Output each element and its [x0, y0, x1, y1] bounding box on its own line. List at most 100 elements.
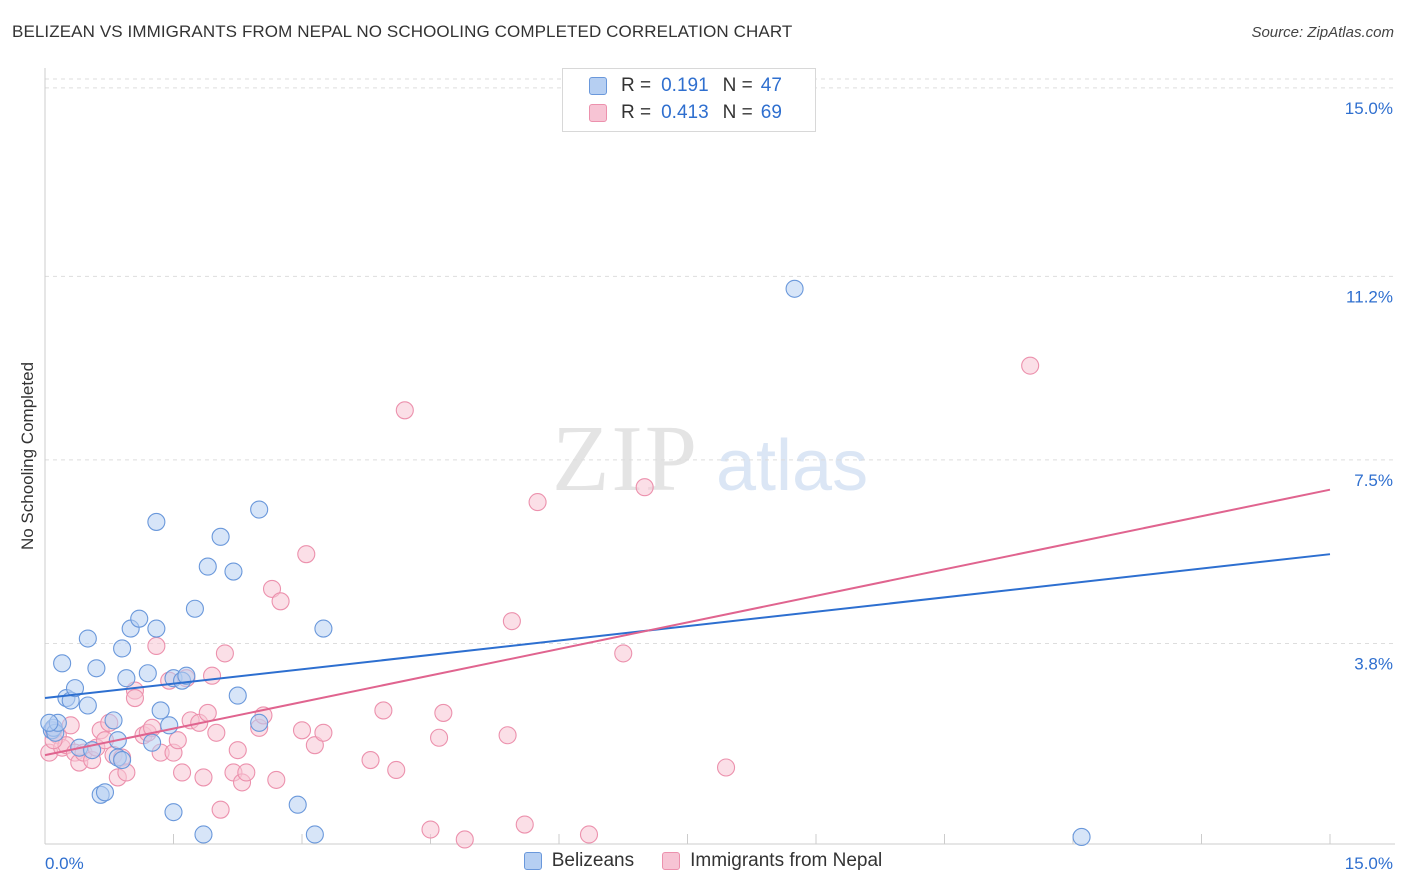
nepal-point [207, 723, 226, 742]
watermark-atlas: atlas [716, 426, 868, 506]
belizean-point [1072, 827, 1091, 847]
belizean-point [211, 527, 230, 546]
r-label: R = [621, 102, 652, 123]
belizean-point [250, 500, 269, 519]
nepal-trend-line [44, 488, 1331, 757]
legend-label: Belizeans [551, 850, 635, 871]
legend-row-nepal: R = 0.413 N = 69 [589, 100, 796, 126]
y-tick-label: 15.0% [1345, 99, 1393, 118]
belizean-point [314, 619, 333, 638]
nepal-point [267, 770, 286, 789]
n-label: N = [722, 102, 753, 123]
belizean-point [113, 751, 132, 770]
nepal-point [314, 723, 333, 742]
tick-labels: 3.8% 7.5% 11.2% 15.0% 0.0% 15.0% [45, 99, 1393, 873]
belizean-point [177, 666, 196, 685]
n-label: N = [722, 75, 753, 96]
legend-item-nepal[interactable]: Immigrants from Nepal [662, 850, 882, 872]
belizean-point [130, 609, 149, 628]
nepal-point [498, 726, 517, 745]
y-tick-label: 3.8% [1354, 654, 1393, 673]
belizean-point [785, 279, 804, 298]
nepal-point [430, 728, 449, 747]
belizean-point [78, 696, 97, 715]
data-points [40, 279, 1091, 849]
nepal-point [434, 703, 453, 722]
belizean-point [53, 654, 72, 673]
blue-swatch-icon [523, 852, 542, 870]
stats-legend: R = 0.191 N = 47 R = 0.413 N = 69 [562, 68, 816, 132]
x-tick-label: 0.0% [45, 854, 84, 873]
r-label: R = [621, 75, 652, 96]
nepal-point [374, 701, 393, 720]
nepal-point [502, 612, 521, 631]
nepal-point [228, 741, 247, 760]
nepal-point [614, 644, 633, 663]
nepal-point [215, 644, 234, 663]
belizean-point [164, 803, 183, 822]
nepal-point [361, 751, 380, 770]
n-value: 69 [760, 102, 782, 123]
nepal-point [421, 820, 440, 839]
belizean-point [104, 711, 123, 730]
nepal-point [173, 763, 192, 782]
pink-swatch-icon [662, 852, 681, 870]
nepal-point [237, 763, 256, 782]
nepal-point [387, 760, 406, 780]
belizean-point [138, 664, 157, 683]
belizean-point [40, 713, 59, 732]
n-value: 47 [760, 75, 782, 96]
belizean-point [151, 701, 170, 720]
y-tick-label: 11.2% [1346, 287, 1393, 306]
belizean-point [250, 713, 269, 732]
belizean-point [113, 639, 132, 658]
nepal-point [395, 401, 414, 420]
belizean-point [143, 733, 162, 752]
series-legend: Belizeans Immigrants from Nepal [0, 850, 1406, 872]
belizean-point [78, 629, 97, 648]
nepal-point [147, 636, 166, 656]
gridlines [45, 78, 1395, 644]
blue-swatch-icon [589, 77, 607, 95]
belizean-point [228, 686, 247, 705]
pink-swatch-icon [589, 104, 607, 122]
belizean-trend-line [44, 553, 1331, 700]
source-label: Source: ZipAtlas.com [1251, 24, 1394, 41]
watermark-zip: ZIP [552, 407, 699, 511]
nepal-point [515, 815, 534, 834]
y-tick-label: 7.5% [1354, 471, 1393, 490]
nepal-point [271, 592, 290, 611]
nepal-point [455, 830, 474, 849]
nepal-point [716, 758, 736, 777]
r-value: 0.191 [661, 75, 709, 96]
chart-title: BELIZEAN VS IMMIGRANTS FROM NEPAL NO SCH… [12, 22, 793, 41]
trend-lines [44, 488, 1331, 757]
belizean-point [117, 669, 136, 688]
nepal-point [125, 689, 144, 708]
legend-label: Immigrants from Nepal [690, 850, 883, 871]
nepal-point [292, 721, 312, 740]
belizean-point [95, 783, 115, 802]
nepal-point [297, 545, 316, 564]
r-value: 0.413 [661, 102, 709, 123]
nepal-point [203, 666, 222, 685]
belizean-point [198, 557, 217, 576]
legend-row-belizeans: R = 0.191 N = 47 [589, 73, 796, 99]
nepal-point [211, 800, 230, 819]
belizean-point [305, 825, 324, 844]
nepal-point [635, 478, 654, 497]
nepal-point [198, 703, 217, 722]
belizean-point [65, 679, 85, 698]
belizean-point [185, 599, 204, 618]
belizean-point [147, 512, 166, 531]
belizean-point [288, 795, 307, 814]
nepal-point [194, 768, 213, 787]
belizean-point [224, 562, 243, 581]
belizean-point [87, 659, 106, 678]
nepal-point [168, 731, 187, 750]
nepal-point [305, 736, 324, 755]
belizean-point [147, 619, 166, 638]
nepal-point [262, 579, 282, 598]
legend-item-belizeans[interactable]: Belizeans [523, 850, 635, 872]
